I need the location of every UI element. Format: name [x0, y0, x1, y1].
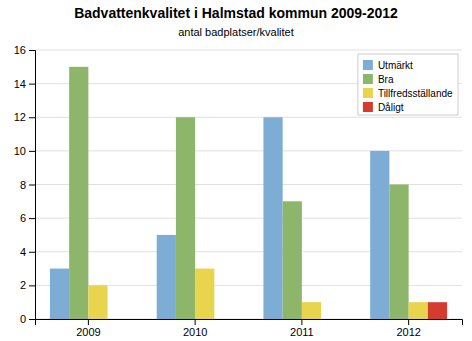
bar — [214, 319, 233, 320]
legend-label: Dåligt — [378, 102, 404, 113]
bar — [50, 269, 69, 319]
title: Badvattenkvalitet i Halmstad kommun 2009… — [74, 5, 398, 21]
legend-label: Tillfredsställande — [378, 88, 453, 99]
tick-mark — [195, 319, 196, 325]
legend-item: Dåligt — [363, 102, 404, 113]
tick-mark — [29, 151, 35, 152]
tick-mark — [29, 50, 35, 51]
tick-label: 2012 — [396, 326, 420, 338]
tick: 16 — [14, 44, 35, 56]
bar — [409, 302, 428, 319]
tick-label: 2011 — [290, 326, 314, 338]
bar — [321, 319, 340, 320]
tick-mark — [408, 319, 409, 325]
grid-line — [35, 117, 462, 118]
tick-mark — [301, 319, 302, 325]
x-axis: 2009 2010 2011 2012 — [36, 319, 463, 338]
bar — [389, 185, 408, 320]
tick-mark — [29, 218, 35, 219]
bar — [69, 67, 88, 319]
subtitle: antal badplatser/kvalitet — [178, 26, 294, 38]
bar — [302, 302, 321, 319]
bar — [283, 201, 302, 319]
grid — [35, 50, 462, 319]
legend-swatch — [363, 102, 373, 112]
tick-mark — [29, 185, 35, 186]
grid-line — [35, 150, 462, 151]
tick: 8 — [20, 179, 35, 191]
bar-series — [88, 269, 427, 319]
tick-mark — [29, 252, 35, 253]
tick-mark — [88, 319, 89, 325]
legend: Utmärkt Bra Tillfredsställande Dåligt — [358, 54, 458, 115]
tick: 12 — [14, 111, 35, 123]
tick: 6 — [20, 212, 35, 224]
tick: 2 — [20, 279, 35, 291]
tick-label: 0 — [20, 313, 26, 325]
axis-line — [29, 51, 36, 320]
legend-item: Utmärkt — [363, 60, 413, 71]
tick-label: 8 — [20, 179, 26, 191]
tick: 4 — [20, 246, 35, 258]
tick-label: 12 — [14, 111, 26, 123]
bars — [50, 67, 447, 319]
tick: 2010 — [183, 319, 207, 338]
bar-series — [428, 302, 447, 319]
grid-line — [35, 50, 462, 51]
tick-label: 16 — [14, 44, 26, 56]
tick: 10 — [14, 145, 35, 157]
bar — [108, 319, 127, 320]
tick-label: 6 — [20, 212, 26, 224]
tick-mark — [29, 285, 35, 286]
tick-label: 2009 — [76, 326, 100, 338]
tick-mark — [29, 84, 35, 85]
axis-line — [36, 320, 463, 326]
tick: 14 — [14, 78, 35, 90]
bar — [428, 302, 447, 319]
tick-label: 2 — [20, 279, 26, 291]
tick: 2011 — [290, 319, 314, 338]
legend-item: Tillfredsställande — [363, 88, 453, 99]
legend-box — [358, 54, 458, 115]
bar — [176, 117, 195, 319]
tick: 2009 — [76, 319, 100, 338]
tick-label: 10 — [14, 145, 26, 157]
bar — [195, 269, 214, 319]
legend-label: Utmärkt — [378, 60, 413, 71]
bar — [88, 285, 107, 319]
legend-swatch — [363, 88, 373, 98]
legend-item: Bra — [363, 74, 394, 85]
tick-mark — [29, 117, 35, 118]
bar — [157, 235, 176, 319]
tick-mark — [29, 319, 35, 320]
tick-label: 4 — [20, 246, 26, 258]
bar-series — [50, 117, 389, 319]
bar — [263, 117, 282, 319]
plot: 2009 2010 2011 2012 0 2 4 6 8 10 12 14 16 Utmärkt Bra T… — [14, 44, 463, 338]
tick-label: 2010 — [183, 326, 207, 338]
legend-label: Bra — [378, 74, 394, 85]
tick: 2012 — [396, 319, 420, 338]
tick: 0 — [20, 313, 35, 325]
tick-label: 14 — [14, 78, 26, 90]
bar — [370, 151, 389, 319]
legend-swatch — [363, 74, 373, 84]
legend-swatch — [363, 60, 373, 70]
y-axis: 0 2 4 6 8 10 12 14 16 — [14, 44, 36, 325]
chart: Badvattenkvalitet i Halmstad kommun 2009… — [0, 0, 472, 341]
